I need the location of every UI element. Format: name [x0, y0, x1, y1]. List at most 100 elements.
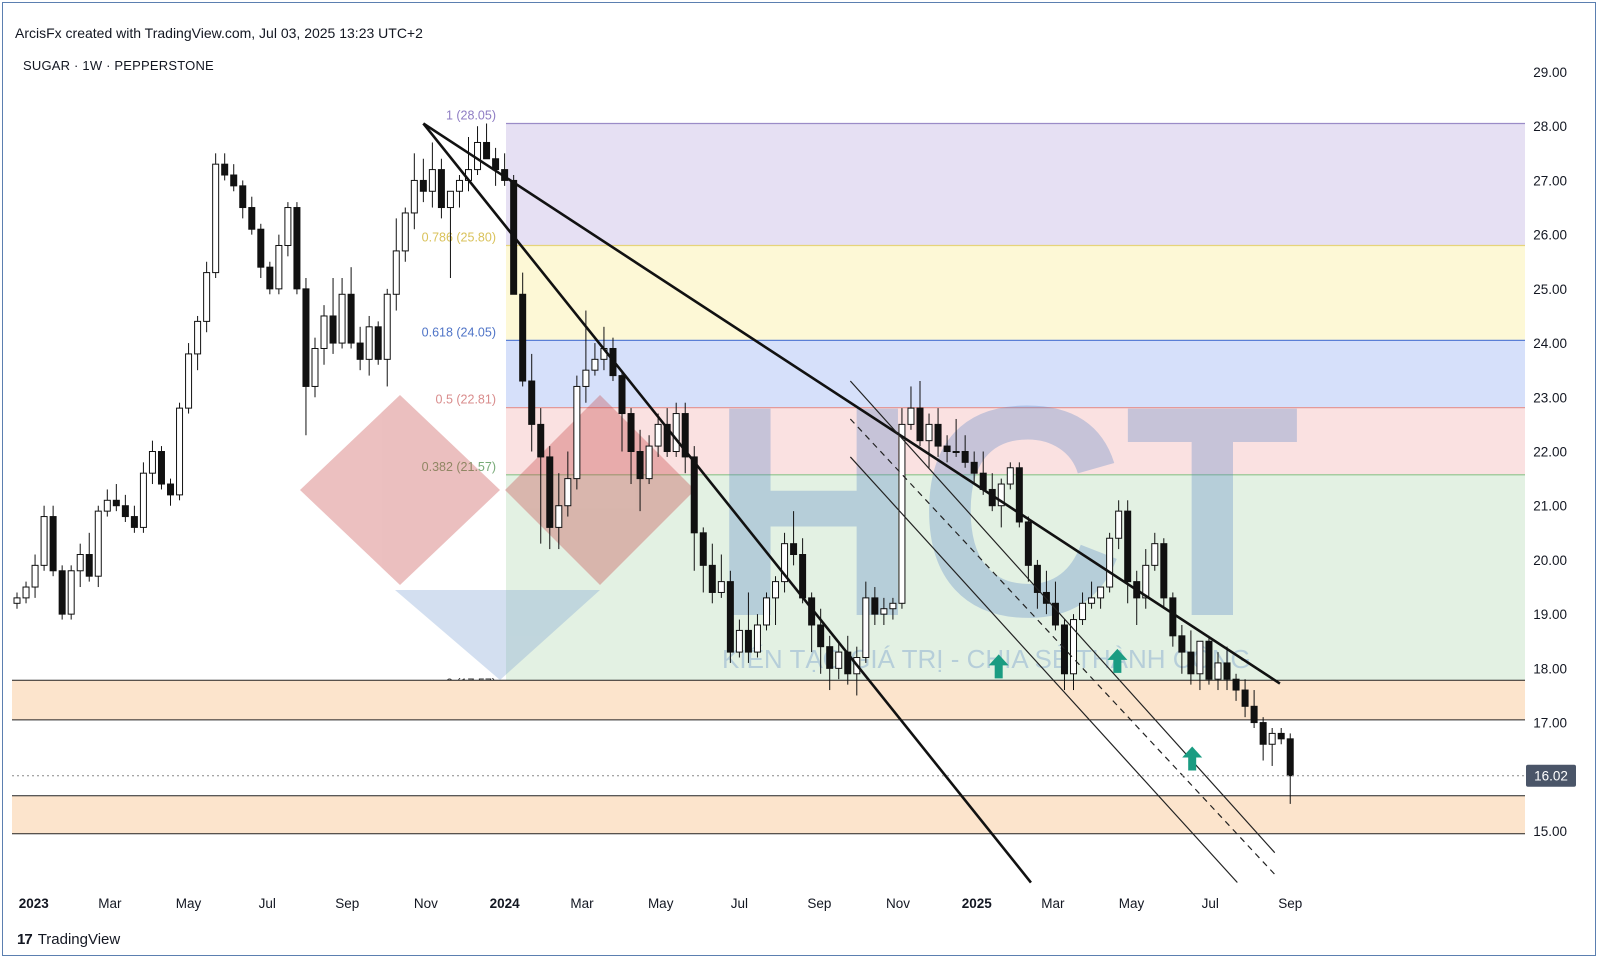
- channel-middle-line: [849, 418, 1276, 875]
- time-axis-tick: 2025: [962, 896, 993, 911]
- candle: [835, 641, 843, 680]
- candle-body: [916, 407, 924, 442]
- symbol-label: SUGAR · 1W · PEPPERSTONE: [23, 58, 214, 73]
- candle-body: [1015, 467, 1023, 523]
- candle-body: [546, 456, 554, 528]
- time-axis-tick: Sep: [1278, 896, 1302, 911]
- candle: [573, 375, 581, 490]
- candle-body: [564, 478, 572, 507]
- candle: [94, 505, 102, 588]
- candle-body: [1169, 597, 1177, 637]
- candle-body: [338, 293, 346, 344]
- candle-body: [221, 163, 229, 176]
- candle: [717, 554, 725, 598]
- candle: [1106, 532, 1114, 593]
- candle-body: [1151, 543, 1159, 566]
- time-axis-tick: Sep: [807, 896, 831, 911]
- candle: [320, 305, 328, 365]
- candle: [1250, 690, 1258, 728]
- time-axis-tick: Mar: [1041, 896, 1065, 911]
- candle: [40, 505, 48, 571]
- candle: [564, 451, 572, 517]
- candle: [1070, 614, 1078, 691]
- candle: [139, 462, 147, 533]
- candle: [862, 581, 870, 663]
- fib-level-label: 0.786 (25.80): [422, 230, 496, 244]
- candle: [148, 440, 156, 485]
- candle-body: [67, 570, 75, 615]
- candle-body: [1115, 510, 1123, 539]
- candle-body: [744, 629, 752, 653]
- candle-body: [203, 272, 211, 322]
- candle: [157, 446, 165, 490]
- candle-body: [76, 554, 84, 572]
- candle: [338, 278, 346, 349]
- candle: [401, 207, 409, 262]
- candle-body: [22, 586, 30, 599]
- candle: [618, 370, 626, 452]
- candle: [446, 190, 454, 279]
- candle: [76, 543, 84, 588]
- candle: [1097, 586, 1105, 609]
- candle: [880, 597, 888, 625]
- candle-body: [1232, 678, 1240, 691]
- tradingview-brand[interactable]: 17 TradingView: [17, 931, 120, 948]
- candle-body: [699, 532, 707, 566]
- candle-body: [835, 651, 843, 669]
- candle-body: [582, 369, 590, 387]
- price-axis-tick: 15.00: [1533, 824, 1567, 839]
- candle: [410, 153, 418, 230]
- tradingview-logo-icon: 17: [17, 931, 33, 948]
- price-axis-tick: 26.00: [1533, 228, 1567, 243]
- candle: [13, 592, 21, 609]
- price-axis-tick: 17.00: [1533, 716, 1567, 731]
- candle-body: [817, 624, 825, 648]
- support-zone: [12, 795, 1525, 834]
- candle: [49, 505, 57, 577]
- candle: [1151, 532, 1159, 571]
- candle-body: [871, 597, 879, 615]
- candle: [383, 288, 391, 387]
- candle: [347, 267, 355, 349]
- candle: [663, 408, 671, 457]
- candle: [555, 473, 563, 550]
- time-axis-tick: 2024: [490, 896, 521, 911]
- candle-body: [112, 499, 120, 507]
- candle: [952, 418, 960, 457]
- candle: [997, 478, 1005, 528]
- candle: [67, 565, 75, 620]
- time-axis-tick: Jul: [259, 896, 276, 911]
- candle: [121, 494, 129, 522]
- candle-body: [555, 505, 563, 528]
- candle: [1286, 733, 1294, 804]
- candle-body: [185, 353, 193, 409]
- candle-body: [365, 326, 373, 360]
- candle: [248, 196, 256, 235]
- candle: [1178, 624, 1186, 674]
- candle: [1187, 630, 1195, 685]
- candle-body: [31, 564, 39, 588]
- candle: [627, 408, 635, 485]
- candle-body: [1097, 586, 1105, 599]
- candle: [1223, 646, 1231, 691]
- candle: [284, 202, 292, 257]
- candle: [654, 413, 662, 457]
- candle: [194, 315, 202, 371]
- candle-body: [419, 179, 427, 192]
- candle-body: [790, 543, 798, 556]
- candle-body: [1160, 543, 1168, 599]
- fib-level-label: 0.618 (24.05): [422, 325, 496, 339]
- candle: [753, 614, 761, 658]
- candle-body: [826, 646, 834, 669]
- candle: [58, 565, 66, 620]
- candle-body: [636, 451, 644, 480]
- candle-body: [320, 315, 328, 349]
- candle-body: [672, 413, 680, 453]
- candle-body: [943, 445, 951, 453]
- candle-body: [230, 174, 238, 187]
- candle-body: [13, 597, 21, 604]
- candle: [1006, 462, 1014, 490]
- candle-body: [519, 293, 527, 382]
- time-axis-tick: Mar: [98, 896, 122, 911]
